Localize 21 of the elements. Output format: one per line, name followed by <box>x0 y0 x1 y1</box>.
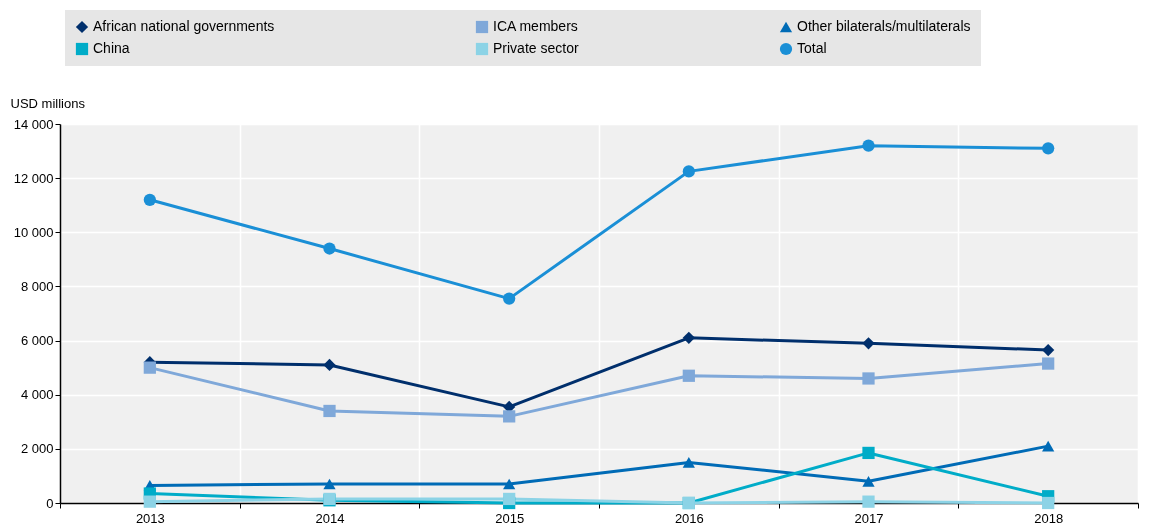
y-tick-label: 2 000 <box>20 441 54 457</box>
x-tick-label: 2015 <box>495 510 525 524</box>
x-tick-label: 2014 <box>315 510 345 524</box>
y-tick-label: 12 000 <box>13 170 54 186</box>
legend-label: ICA members <box>493 18 578 34</box>
y-tick-label: 4 000 <box>20 387 54 403</box>
y-tick-label: 0 <box>46 495 54 511</box>
legend-label: African national governments <box>93 18 275 34</box>
x-tick-label: 2018 <box>1034 510 1064 524</box>
x-tick-label: 2013 <box>135 510 165 524</box>
legend-label: Other bilaterals/multilaterals <box>797 18 971 34</box>
y-tick-label: 10 000 <box>13 224 54 240</box>
y-tick-label: 8 000 <box>20 278 54 294</box>
x-tick-label: 2016 <box>674 510 704 524</box>
y-tick-label: 14 000 <box>13 116 54 132</box>
legend-label: China <box>93 40 130 56</box>
y-axis-title: USD millions <box>10 95 86 111</box>
legend-label: Total <box>797 40 827 56</box>
y-tick-label: 6 000 <box>20 333 54 349</box>
legend-label: Private sector <box>493 40 579 56</box>
x-tick-label: 2017 <box>854 510 884 524</box>
